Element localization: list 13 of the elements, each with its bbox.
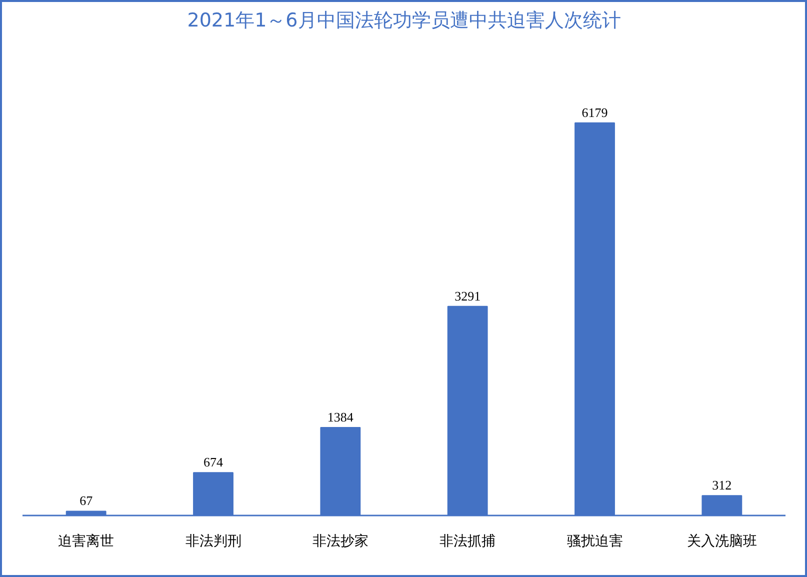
chart-title: 2021年1～6月中国法轮功学员遭中共迫害人次统计 (187, 10, 621, 32)
x-tick-label: 非法判刑 (185, 534, 242, 550)
x-tick-label: 非法抓捕 (440, 534, 496, 550)
data-label: 3291 (454, 288, 481, 304)
x-tick-label: 迫害离世 (58, 534, 114, 550)
data-label: 312 (712, 478, 732, 493)
data-label: 67 (80, 493, 94, 508)
data-label: 1384 (327, 410, 354, 425)
data-label: 674 (204, 454, 224, 470)
x-tick-label: 骚扰迫害 (566, 534, 623, 550)
data-label: 6179 (582, 104, 608, 120)
x-tick-label: 关入洗脑班 (686, 534, 757, 550)
x-tick-label: 非法抄家 (312, 534, 368, 550)
